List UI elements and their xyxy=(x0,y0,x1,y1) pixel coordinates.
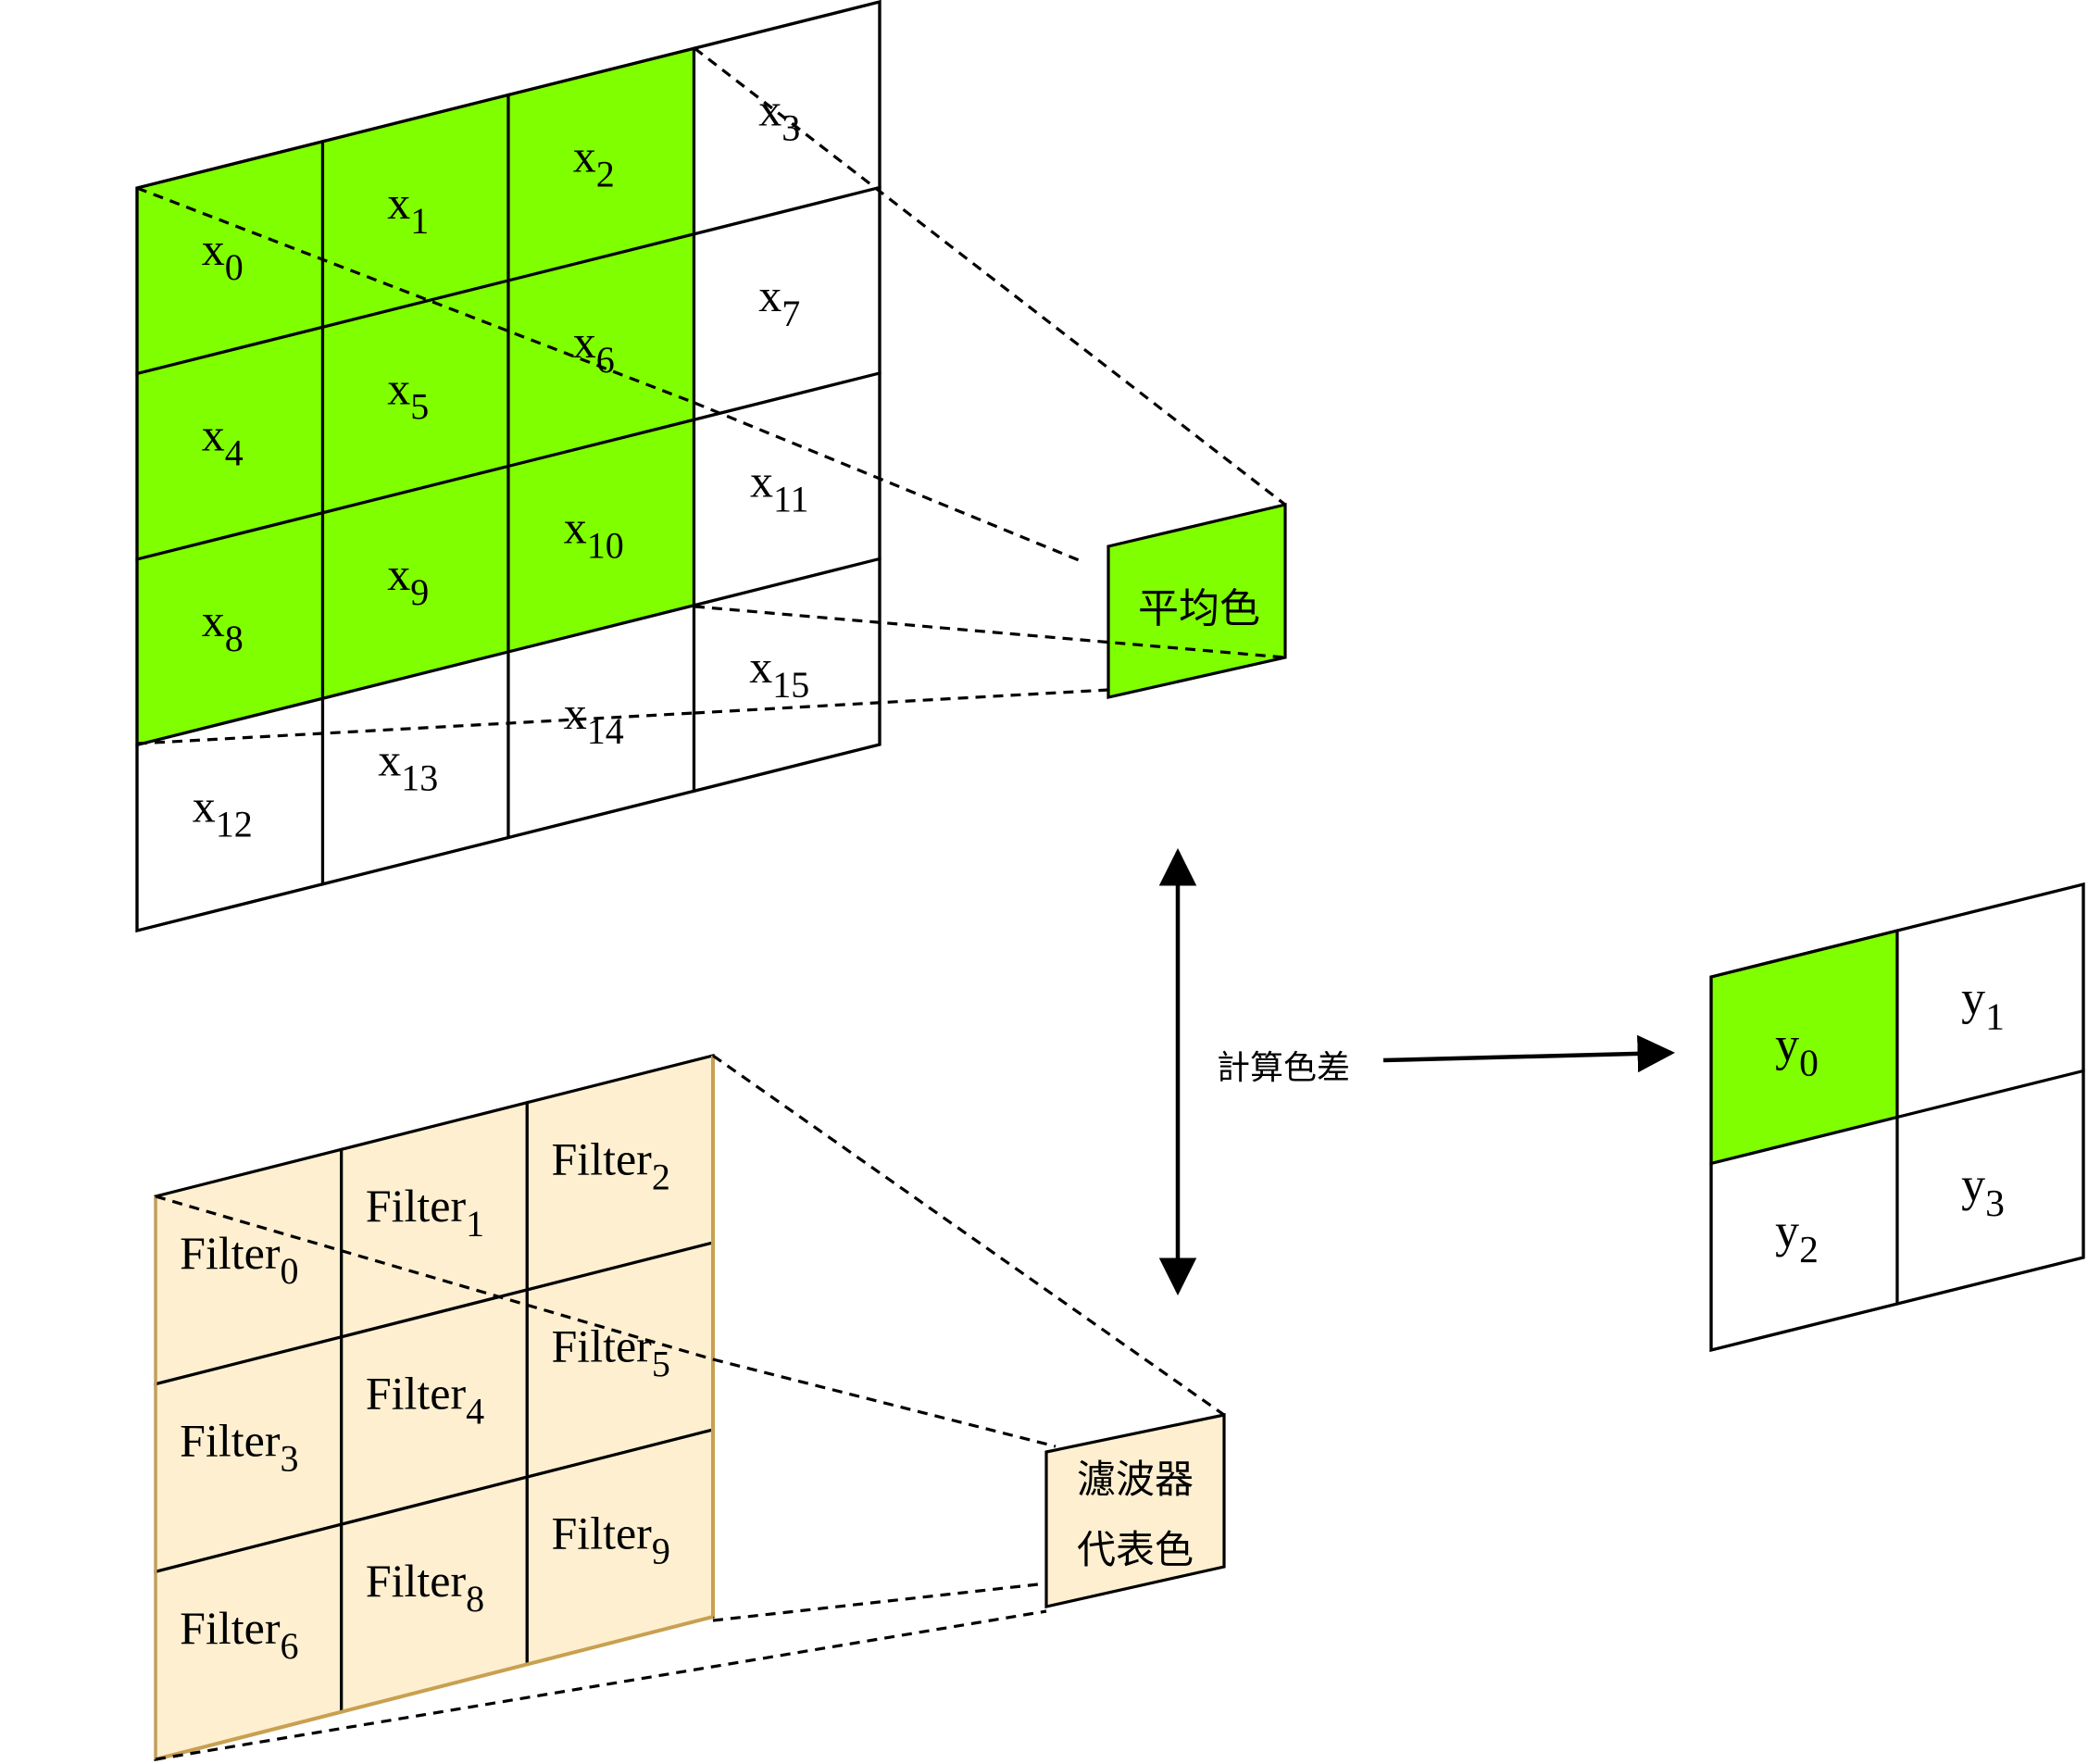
filter-cell-label-5: Filter5 xyxy=(552,1320,670,1385)
projection-line-3 xyxy=(694,605,1286,659)
projection-line-0 xyxy=(694,46,1286,507)
projection-line-9 xyxy=(712,1582,1047,1622)
compute-difference-label: 計算色差 xyxy=(1217,1049,1350,1087)
input-cell-label-2: x2 xyxy=(573,131,615,195)
input-cell-label-1: x1 xyxy=(387,177,429,242)
filter-grid xyxy=(154,1053,715,1762)
filter-representative-label-line1: 濾波器 xyxy=(1077,1457,1194,1502)
input-cell-label-15: x15 xyxy=(749,641,809,706)
input-cell-label-11: x11 xyxy=(750,455,809,519)
output-cell-label-0: y0 xyxy=(1775,1019,1819,1084)
input-cell-label-9: x9 xyxy=(387,548,429,613)
input-cell-label-7: x7 xyxy=(758,269,800,334)
input-grid xyxy=(135,0,881,933)
projection-dashed-lines xyxy=(136,46,1286,1761)
projection-line-8 xyxy=(712,1357,1057,1448)
input-cell-label-5: x5 xyxy=(387,362,429,427)
filter-grid-bottom-edge xyxy=(155,1615,714,1761)
input-grid-outline xyxy=(135,0,881,933)
input-cell-label-14: x14 xyxy=(564,687,624,752)
filter-cell-label-1: Filter1 xyxy=(366,1180,484,1245)
projection-line-1 xyxy=(136,186,695,405)
output-cell-label-3: y3 xyxy=(1961,1158,2005,1224)
filter-cell-label-8: Filter9 xyxy=(552,1508,670,1572)
average-color-swatch xyxy=(1107,502,1287,700)
input-cell-label-8: x8 xyxy=(202,594,244,659)
right-arrow xyxy=(1382,1034,1676,1073)
input-cell-label-4: x4 xyxy=(202,409,244,474)
projection-line-7 xyxy=(155,1195,714,1361)
output-grid-outline xyxy=(1709,882,2085,1353)
filter-cell-label-2: Filter2 xyxy=(552,1132,670,1197)
input-cell-label-3: x3 xyxy=(758,83,800,148)
projection-line-10 xyxy=(155,1609,1047,1761)
average-color-box xyxy=(1107,502,1287,700)
filter-representative-label-line2: 代表色 xyxy=(1077,1527,1194,1572)
output-grid xyxy=(1709,882,2085,1353)
filter-cell-label-7: Filter8 xyxy=(366,1555,484,1620)
filter-cell-label-3: Filter3 xyxy=(180,1415,298,1480)
filter-representative-swatch xyxy=(1044,1413,1226,1608)
input-cell-label-6: x6 xyxy=(573,316,615,381)
filter-cell-label-0: Filter0 xyxy=(180,1227,298,1292)
labels: x0 x1 x2 x3 x4 x5 x6 x7 x8 x9 x10 x11 x12 x13 x14 x15 Fi… xyxy=(180,83,2005,1667)
arrows xyxy=(1158,847,1676,1296)
filter-cell-label-6: Filter6 xyxy=(180,1602,298,1667)
filter-representative-color-box xyxy=(1044,1413,1226,1608)
input-cell-label-0: x0 xyxy=(202,223,244,288)
input-cell-label-13: x13 xyxy=(378,733,438,798)
average-color-label: 平均色 xyxy=(1138,585,1260,632)
filter-cell-label-4: Filter4 xyxy=(366,1368,484,1432)
projection-line-6 xyxy=(712,1054,1225,1417)
input-cell-label-12: x12 xyxy=(193,781,253,845)
input-cell-label-10: x10 xyxy=(564,502,624,567)
output-cell-label-1: y1 xyxy=(1961,972,2005,1038)
output-cell-label-2: y2 xyxy=(1775,1205,1819,1270)
projection-line-4 xyxy=(136,711,695,745)
